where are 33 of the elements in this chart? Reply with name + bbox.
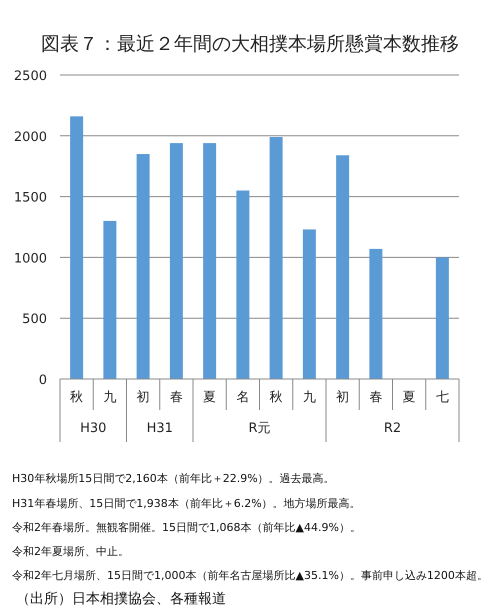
text: （出所）日本相撲協会、各種報道 [16, 591, 226, 607]
text: 令和2年夏場所、中止。 [12, 545, 129, 558]
bar [302, 229, 316, 379]
y-tick-label: 2000 [14, 130, 47, 145]
x-tick-label: 初 [336, 390, 350, 405]
x-axis-title: H31 [146, 421, 173, 436]
y-tick-label: 2500 [14, 69, 47, 84]
x-tick-label: 九 [302, 390, 316, 405]
x-tick-label: 秋 [70, 390, 84, 405]
x-axis-title: H30 [80, 421, 106, 436]
x-tick-label: 秋 [270, 390, 283, 405]
text: H30年秋場所15日間で2,160本（前年比＋22.9%）。過去最高。 [12, 472, 335, 485]
x-axis-title: R元 [248, 421, 271, 436]
x-tick-label: 夏 [203, 390, 216, 405]
y-tick-label: 0 [38, 373, 47, 388]
x-tick-label: 名 [236, 390, 250, 405]
y-tick-label: 500 [22, 312, 47, 328]
x-tick-label: 七 [436, 390, 449, 405]
bar [270, 137, 283, 379]
text: 図表７：最近２年間の大相撲本場所懸賞本数推移 [41, 33, 459, 55]
text: 令和2年七月場所、15日間で1,000本（前年名古屋場所比▲35.1%）。事前申し込み1200本超。 [12, 569, 488, 582]
x-tick-label: 夏 [402, 390, 416, 405]
bar [203, 143, 216, 379]
text: H31年春場所、15日間で1,938本（前年比＋6.2%）。地方場所最高。 [12, 497, 361, 510]
bar [236, 190, 250, 379]
x-tick-label: 初 [136, 390, 150, 405]
x-axis-title: R2 [384, 421, 402, 436]
y-tick-label: 1500 [14, 190, 47, 206]
text: 令和2年春場所。無観客開催。15日間で1,068本（前年比▲44.9%）。 [12, 521, 361, 534]
x-tick-label: 春 [170, 390, 183, 405]
y-tick-label: 1000 [14, 251, 47, 266]
x-tick-label: 春 [369, 390, 382, 405]
x-tick-label: 九 [103, 390, 116, 405]
